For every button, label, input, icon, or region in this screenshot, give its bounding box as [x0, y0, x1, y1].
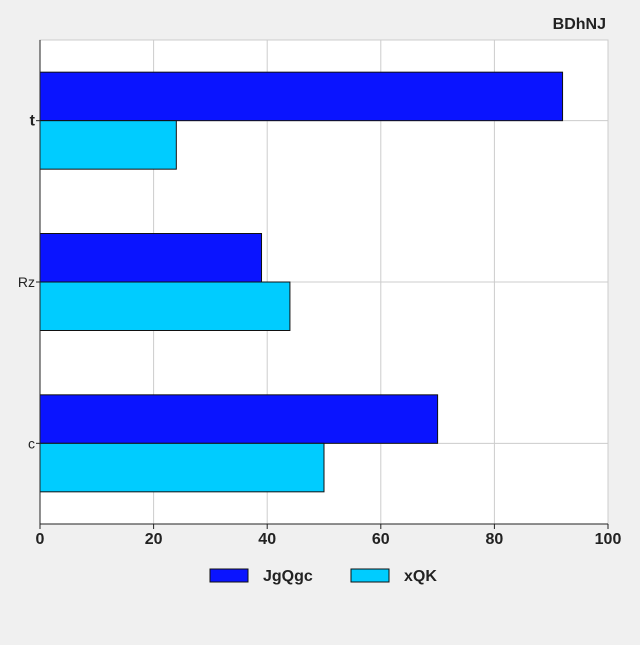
bar-xQK-Rz: [39, 281, 291, 331]
bar-JgQgc-c: [39, 394, 439, 444]
category-label-0: t: [30, 113, 36, 130]
legend-label-JgQgc: JgQgc: [263, 568, 313, 585]
x-tick-label-3: 60: [372, 531, 390, 548]
x-axis-ticks: 0 20 40 60 80 100: [36, 524, 622, 548]
y-axis-ticks: t Rz c: [18, 113, 40, 451]
x-tick-label-5: 100: [595, 531, 622, 548]
x-tick-label-0: 0: [36, 531, 45, 548]
bar-xQK-t: [39, 120, 177, 170]
bars: [39, 71, 564, 493]
legend-swatch-xQK: [350, 568, 390, 583]
bar-JgQgc-t: [39, 71, 564, 122]
legend-label-xQK: xQK: [404, 568, 437, 585]
bar-xQK-c: [39, 442, 325, 493]
x-tick-label-2: 40: [258, 531, 276, 548]
x-tick-label-1: 20: [145, 531, 163, 548]
legend-swatch-JgQgc: [209, 568, 249, 583]
x-tick-label-4: 80: [486, 531, 504, 548]
legend: JgQgc xQK: [209, 568, 437, 585]
category-label-2: c: [28, 435, 35, 451]
category-label-1: Rz: [18, 274, 35, 290]
chart-title: BDhNJ: [553, 16, 606, 33]
bar-JgQgc-Rz: [39, 233, 263, 283]
